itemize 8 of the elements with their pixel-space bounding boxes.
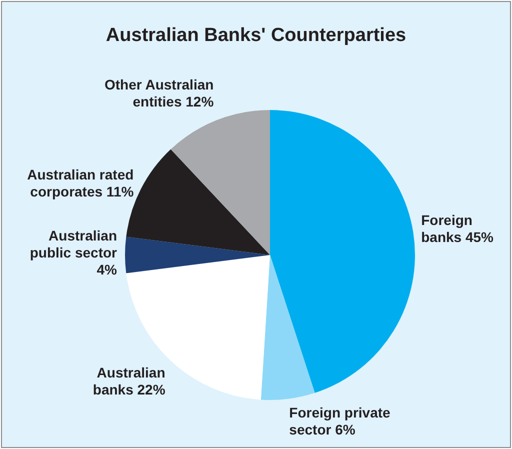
slice-label: Foreign private sector 6% (289, 404, 391, 438)
chart-title: Australian Banks' Counterparties (106, 25, 406, 46)
slice-label: Foreign banks 45% (421, 212, 494, 245)
slice-label: Australian banks 22% (92, 364, 166, 398)
slice-label: Australian rated corporates 11% (27, 166, 134, 200)
slice-label: Other Australian entities 12% (104, 76, 214, 110)
data-label: 4% (96, 261, 118, 278)
slice-label: Australian public sector (30, 227, 118, 260)
